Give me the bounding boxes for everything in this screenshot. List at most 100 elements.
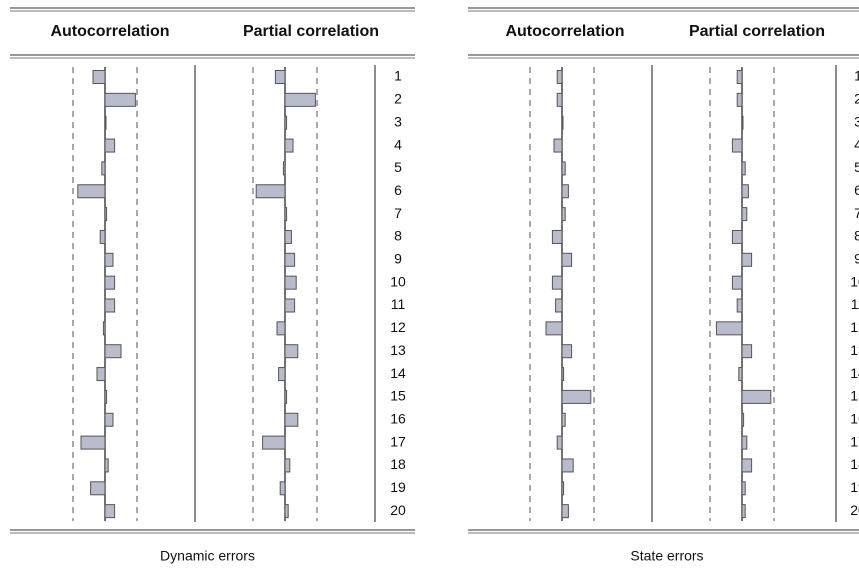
correlation-bar xyxy=(556,435,563,450)
correlation-bar xyxy=(284,138,294,153)
correlation-bar xyxy=(731,275,743,290)
correlation-bar xyxy=(736,92,743,107)
correlation-bar xyxy=(741,458,753,473)
correlation-bar xyxy=(741,389,772,404)
caption: Dynamic errors xyxy=(160,548,255,564)
lag-label: 11 xyxy=(391,296,406,312)
lag-label: 9 xyxy=(854,251,859,267)
correlation-bar xyxy=(741,115,744,130)
correlation-bar xyxy=(741,435,748,450)
correlation-bar xyxy=(556,70,563,84)
correlation-bar xyxy=(284,252,296,267)
correlation-bar xyxy=(741,184,749,199)
correlation-bar xyxy=(255,184,286,199)
lag-label: 14 xyxy=(390,365,406,381)
correlation-bar xyxy=(279,481,286,496)
correlation-bar xyxy=(556,92,563,107)
lag-label: 1 xyxy=(394,68,402,84)
lag-label: 7 xyxy=(394,205,402,221)
correlation-bar xyxy=(715,321,743,336)
correlation-bar xyxy=(555,298,563,313)
lag-label: 2 xyxy=(394,91,402,107)
lag-label: 12 xyxy=(850,319,859,335)
lag-label: 16 xyxy=(850,410,859,426)
correlation-bar xyxy=(104,207,108,222)
correlation-bar xyxy=(262,435,286,450)
correlation-bar xyxy=(551,275,563,290)
lag-label: 20 xyxy=(390,502,406,518)
correlation-bar xyxy=(736,70,743,84)
lag-label: 3 xyxy=(394,113,402,129)
correlation-bar xyxy=(284,344,299,359)
correlation-bar xyxy=(284,458,291,473)
lag-label: 3 xyxy=(854,113,859,129)
correlation-bar xyxy=(284,504,289,519)
correlation-bar xyxy=(278,367,286,382)
correlation-bar xyxy=(104,389,108,404)
correlation-bar xyxy=(731,229,743,244)
lag-label: 19 xyxy=(390,479,406,495)
lag-label: 4 xyxy=(394,136,402,152)
lag-label: 13 xyxy=(390,342,406,358)
correlation-bar xyxy=(561,481,565,496)
correlation-bar xyxy=(274,70,286,84)
lag-label: 9 xyxy=(394,251,402,267)
caption: State errors xyxy=(630,548,703,564)
correlation-bar xyxy=(284,298,296,313)
correlation-bar xyxy=(276,321,286,336)
correlation-bar xyxy=(90,481,106,496)
correlation-bar xyxy=(104,298,116,313)
correlation-bar xyxy=(104,458,109,473)
lag-label: 19 xyxy=(850,479,859,495)
correlation-bar xyxy=(731,138,743,153)
correlation-bar xyxy=(561,504,569,519)
correlation-bar xyxy=(99,229,106,244)
lag-label: 17 xyxy=(850,433,859,449)
correlation-bar xyxy=(561,412,566,427)
lag-label: 18 xyxy=(390,456,406,472)
lag-label: 16 xyxy=(390,410,406,426)
correlation-bar xyxy=(561,207,566,222)
lag-label: 6 xyxy=(854,182,859,198)
correlation-bar xyxy=(561,458,574,473)
correlation-bar xyxy=(561,389,592,404)
lag-label: 18 xyxy=(850,456,859,472)
lag-label: 15 xyxy=(390,388,406,404)
lag-label: 10 xyxy=(850,273,859,289)
lag-label: 11 xyxy=(851,296,859,312)
correlation-bar xyxy=(741,161,746,176)
correlation-bar xyxy=(741,504,746,519)
lag-label: 15 xyxy=(850,388,859,404)
correlation-bar xyxy=(284,275,297,290)
correlation-bar xyxy=(545,321,563,336)
lag-label: 17 xyxy=(390,433,406,449)
lag-label: 2 xyxy=(854,91,859,107)
correlation-bar xyxy=(104,412,114,427)
correlation-bar xyxy=(104,92,136,107)
lag-label: 6 xyxy=(394,182,402,198)
correlation-bar xyxy=(96,367,106,382)
correlation-bar xyxy=(282,161,286,176)
correlation-bar xyxy=(561,184,569,199)
lag-label: 5 xyxy=(854,159,859,175)
correlation-bar xyxy=(561,161,566,176)
correlation-bar xyxy=(284,92,316,107)
lag-label: 5 xyxy=(394,159,402,175)
correlation-bar xyxy=(104,138,116,153)
correlation-bar xyxy=(741,252,753,267)
lag-label: 8 xyxy=(394,228,402,244)
lag-label: 20 xyxy=(850,502,859,518)
series-header: Partial correlation xyxy=(243,23,379,40)
lag-label: 12 xyxy=(390,319,406,335)
series-header: Autocorrelation xyxy=(505,23,624,40)
correlation-bar xyxy=(561,344,573,359)
correlation-bar xyxy=(104,115,107,130)
lag-label: 7 xyxy=(854,205,859,221)
correlation-bar xyxy=(284,115,288,130)
series-header: Autocorrelation xyxy=(50,23,169,40)
correlation-bar xyxy=(102,321,106,336)
correlation-bar xyxy=(101,161,106,176)
correlation-bar xyxy=(561,252,573,267)
correlation-bar xyxy=(561,115,564,130)
